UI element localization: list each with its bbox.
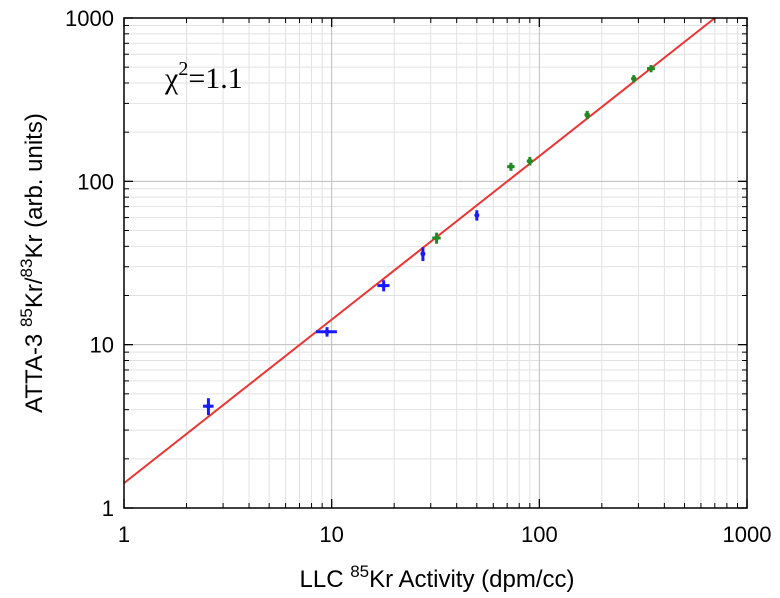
plot-frame	[123, 17, 748, 509]
data-point	[584, 110, 590, 120]
data-point	[377, 280, 390, 292]
data-point	[526, 156, 533, 166]
data-marker	[584, 112, 590, 118]
y-tick-labels: 1 10 100 1000	[65, 6, 114, 521]
data-point	[315, 327, 337, 337]
y-axis-title: ATTA-3 85Kr/83Kr (arb. units)	[17, 113, 48, 413]
minor-grid	[124, 18, 747, 508]
data-point	[432, 232, 441, 244]
y-tick-label: 1	[102, 496, 114, 521]
y-tick-label: 1000	[65, 6, 114, 31]
x-tick-labels: 1 10 100 1000	[118, 522, 772, 547]
data-point	[202, 398, 214, 416]
data-point	[647, 65, 655, 73]
fit-line	[123, 17, 716, 484]
data-marker	[381, 283, 387, 289]
fit-line-layer	[123, 17, 716, 484]
data-marker	[474, 212, 480, 218]
data-marker	[631, 76, 637, 82]
data-point	[631, 75, 637, 83]
y-tick-label: 100	[77, 169, 114, 194]
x-tick-label: 10	[319, 522, 343, 547]
data-marker	[420, 251, 426, 257]
data-marker	[648, 66, 654, 72]
x-tick-label: 100	[521, 522, 558, 547]
axis-ticks	[123, 17, 748, 509]
x-tick-label: 1	[118, 522, 130, 547]
data-marker	[324, 329, 330, 335]
data-point	[507, 162, 515, 171]
data-marker	[508, 164, 514, 170]
data-points-layer	[202, 65, 655, 416]
data-marker	[527, 158, 533, 164]
data-marker	[434, 235, 440, 241]
data-point	[420, 247, 426, 262]
x-tick-label: 1000	[723, 522, 772, 547]
chi-square-annotation: χ2=1.1	[164, 58, 243, 95]
data-marker	[205, 403, 211, 409]
x-axis-title: LLC 85Kr Activity (dpm/cc)	[300, 562, 575, 593]
y-tick-label: 10	[90, 333, 114, 358]
data-point	[474, 210, 480, 221]
